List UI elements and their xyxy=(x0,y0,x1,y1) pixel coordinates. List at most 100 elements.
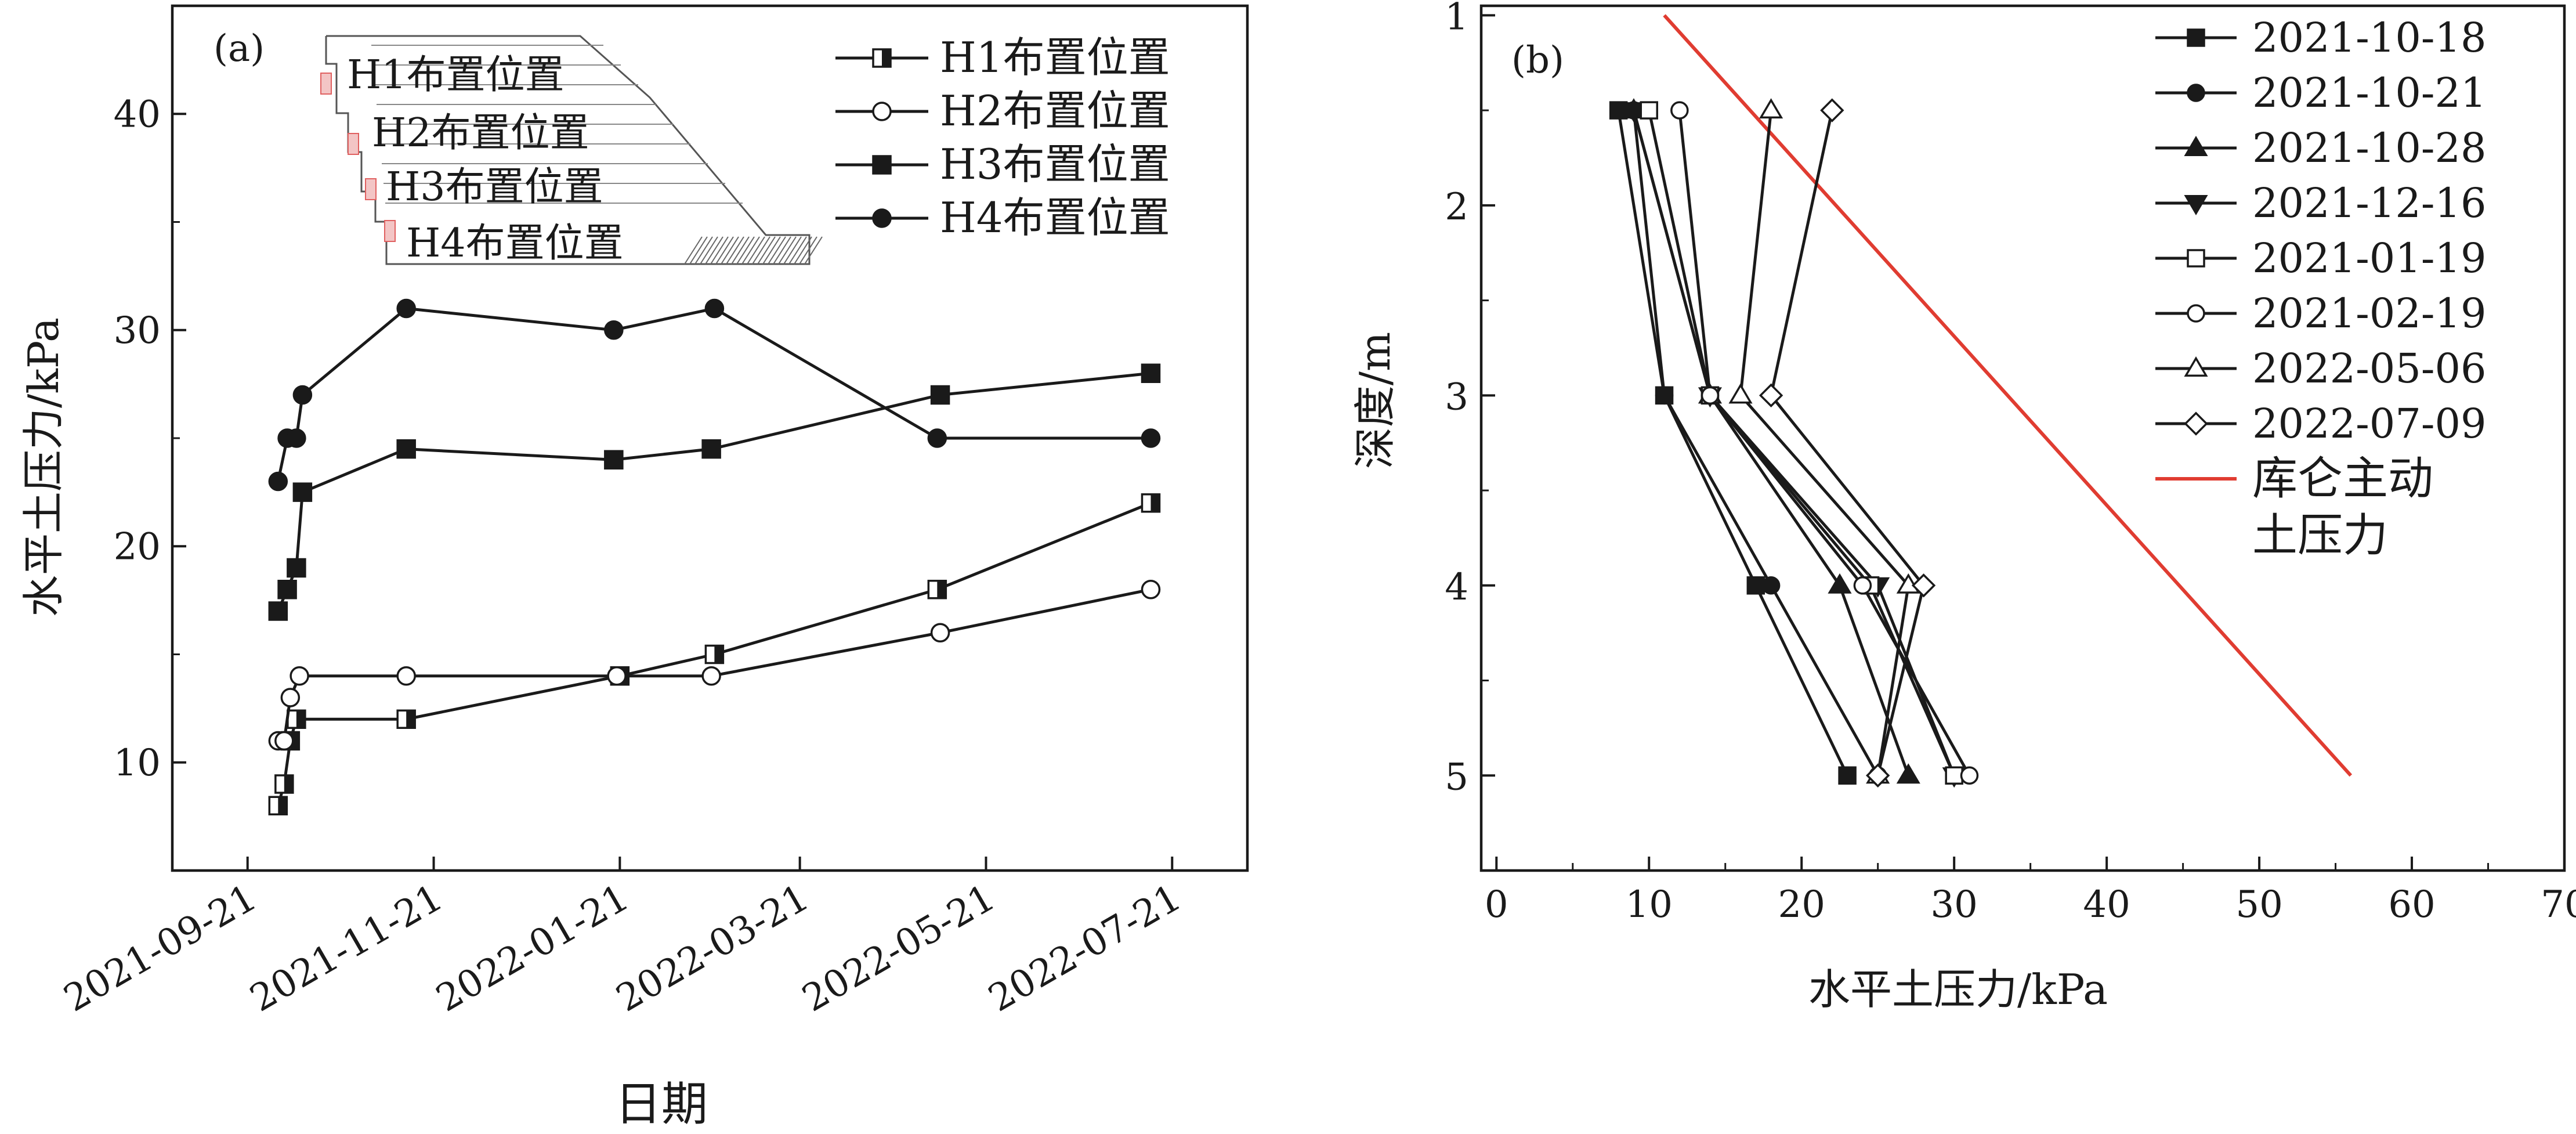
panel-b-legend-marker xyxy=(2184,195,2208,215)
panel-a-point-h1-half-fill xyxy=(937,580,946,598)
inset-base-hatch xyxy=(741,236,760,265)
inset-base-hatch xyxy=(736,236,755,265)
panel-b-axis-ticks: 0 10 20 30 40 50 60 70 1 2 3 4 5 xyxy=(1445,0,2576,926)
panel-a-label: (a) xyxy=(214,27,265,70)
panel-a-legend-label: H2布置位置 xyxy=(940,86,1170,135)
inset-base-hatch xyxy=(684,236,703,265)
panel-a-legend-marker xyxy=(872,208,892,228)
panel-a-legend-marker xyxy=(872,155,892,175)
panel-b-x-tick-label: 0 xyxy=(1485,883,1508,926)
panel-b-point-2021-02-19 xyxy=(1960,766,1979,785)
inset-base-hatch xyxy=(762,236,781,265)
panel-a-x-tick-label: 2021-11-21 xyxy=(243,876,450,1021)
panel-b-series-line-2021-12-16 xyxy=(1632,110,1956,777)
panel-a-sensor-layout-inset: H1布置位置 H2布置位置 H3布置位置 H4布置位置 xyxy=(320,35,823,266)
panel-a-x-tick-label: 2021-09-21 xyxy=(57,876,264,1021)
panel-b-y-tick-label: 1 xyxy=(1445,0,1468,38)
panel-a-y-axis-label: 水平土压力/kPa xyxy=(19,317,68,617)
panel-b-legend-marker xyxy=(2187,28,2205,47)
panel-b-point-2021-02-19 xyxy=(1670,101,1689,120)
panel-b-legend-marker xyxy=(2187,304,2205,323)
panel-a-point-h1-half-fill xyxy=(406,710,415,728)
inset-base-hatch xyxy=(694,236,713,265)
panel-b-point-2022-07-09 xyxy=(1820,98,1844,122)
panel-a-legend-label: H4布置位置 xyxy=(940,193,1170,242)
inset-label-h1: H1布置位置 xyxy=(347,52,565,98)
panel-b-point-2021-01-19 xyxy=(1945,766,1963,785)
panel-a-y-tick-label: 20 xyxy=(114,525,161,568)
inset-base-hatch xyxy=(726,236,744,265)
panel-b-series-line-2021-01-19 xyxy=(1647,110,1956,777)
panel-a-point-h1 xyxy=(268,796,288,815)
panel-a-point-h2 xyxy=(274,731,294,751)
inset-label-h4: H4布置位置 xyxy=(406,221,624,266)
panel-a-point-h1-half-fill xyxy=(296,710,305,728)
panel-b-chart: (b) 水平土压力/kPa 深度/m 01020304050607012345 … xyxy=(1351,0,2576,1014)
panel-a-point-h4 xyxy=(268,471,288,492)
inset-label-h2: H2布置位置 xyxy=(372,110,589,156)
panel-b-reference-line-group xyxy=(1663,14,2353,777)
panel-a-legend-marker xyxy=(872,48,892,68)
panel-a-point-h1 xyxy=(396,709,416,729)
panel-a-point-h1-half-fill xyxy=(1150,494,1160,512)
panel-a-x-axis-label: 日期 xyxy=(615,1077,708,1131)
panel-a-point-h1 xyxy=(704,644,725,664)
panel-a-point-h3 xyxy=(268,601,288,621)
panel-b-y-axis-label: 深度/m xyxy=(1351,332,1399,470)
inset-base-hatch xyxy=(715,236,734,265)
panel-a-point-h3 xyxy=(287,558,306,578)
panel-a-series-group xyxy=(268,298,1161,815)
panel-a-point-h1 xyxy=(274,774,294,794)
panel-b-series-line-2021-10-18 xyxy=(1617,110,1849,777)
panel-a-x-tick-label: 2022-01-21 xyxy=(429,876,636,1021)
panel-a-point-h2 xyxy=(701,666,721,686)
panel-a-legend-label: H3布置位置 xyxy=(940,140,1170,189)
panel-a-point-h3 xyxy=(1141,363,1161,383)
panel-b-x-tick-label: 60 xyxy=(2388,883,2435,926)
panel-b-plot-frame xyxy=(1479,4,2566,872)
panel-a-legend-marker xyxy=(872,102,892,121)
panel-b-x-tick-label: 20 xyxy=(1778,883,1825,926)
panel-a-y-tick-label: 40 xyxy=(114,93,161,136)
panel-b-point-2021-10-21 xyxy=(1761,576,1781,595)
inset-base-hatch xyxy=(721,236,739,265)
inset-base-hatch xyxy=(705,236,723,265)
panel-a-series-line-h3 xyxy=(277,371,1151,612)
panel-b-x-tick-label: 50 xyxy=(2235,883,2282,926)
inset-base-hatch xyxy=(752,236,770,265)
panel-b-legend-label-reference: 土压力 xyxy=(2252,510,2388,562)
inset-base-hatch xyxy=(794,236,812,265)
inset-base-hatch xyxy=(773,236,791,265)
panel-a-point-h2 xyxy=(607,666,627,686)
inset-label-h3: H3布置位置 xyxy=(386,164,603,210)
panel-b-legend-marker xyxy=(2184,136,2208,156)
panel-b-series-line-2021-10-28 xyxy=(1632,110,1910,777)
panel-b-point-2021-01-19 xyxy=(1640,101,1659,120)
panel-b-legend-label: 2021-02-19 xyxy=(2252,290,2487,337)
inset-sensor-marker xyxy=(348,133,359,155)
inset-base-hatch xyxy=(778,236,797,265)
panel-a-point-h2 xyxy=(1141,580,1161,599)
panel-a-point-h4 xyxy=(927,428,947,448)
panel-a-point-h3 xyxy=(292,482,313,502)
panel-b-legend-label-reference: 库仑主动 xyxy=(2252,453,2433,505)
panel-a-point-h1-half-fill xyxy=(284,775,293,793)
panel-a-point-h3 xyxy=(930,385,950,405)
inset-base-hatch xyxy=(804,236,823,265)
panel-b-legend-label: 2021-10-18 xyxy=(2252,14,2487,62)
panel-a-point-h3 xyxy=(396,439,416,459)
panel-b-legend: 2021-10-18 2021-10-21 2021-10-28 2021-12-16… xyxy=(2155,14,2487,562)
panel-b-point-2021-10-21 xyxy=(1655,386,1674,405)
panel-a-point-h4 xyxy=(396,298,416,319)
inset-sensor-marker xyxy=(384,220,396,242)
inset-sensor-marker xyxy=(365,178,377,200)
panel-a-point-h3 xyxy=(701,439,721,459)
panel-b-y-tick-label: 3 xyxy=(1445,375,1468,418)
panel-a-point-h3 xyxy=(277,580,297,599)
inset-base-hatch xyxy=(783,236,802,265)
inset-base-hatch xyxy=(731,236,750,265)
panel-a-point-h4 xyxy=(292,385,313,405)
panel-b-legend-label: 2021-01-19 xyxy=(2252,234,2487,282)
panel-a-y-tick-label: 10 xyxy=(114,742,161,785)
